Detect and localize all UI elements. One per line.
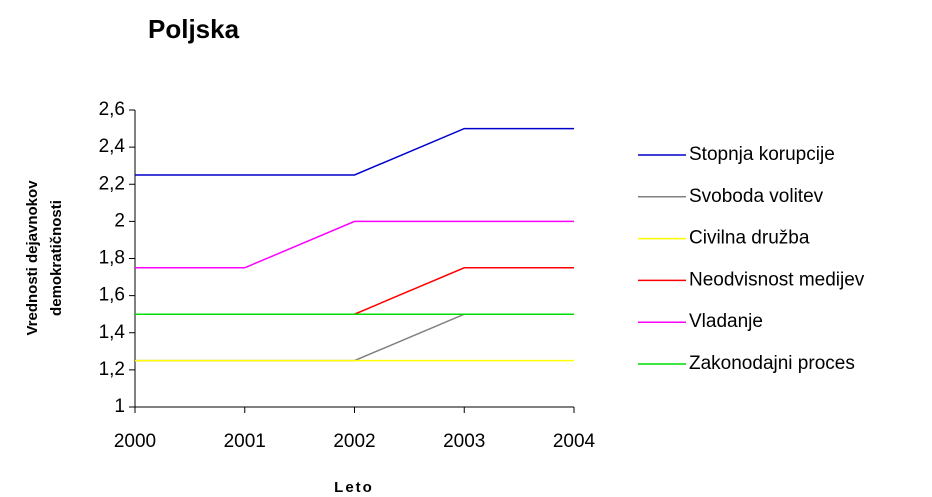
series-line xyxy=(135,220,574,269)
y-tick-label: 1,8 xyxy=(99,248,125,269)
legend-label: Zakonodajni proces xyxy=(689,353,855,374)
series-line xyxy=(135,267,574,315)
y-axis-label: Vrednosti dejavnokov xyxy=(24,180,41,336)
y-tick-label: 1,4 xyxy=(99,322,126,343)
x-tick-label: 2001 xyxy=(224,431,266,452)
x-tick-label: 2002 xyxy=(333,431,375,452)
x-tick-label: 2000 xyxy=(114,431,156,452)
y-tick-label: 1,6 xyxy=(99,285,125,306)
y-tick-label: 2,6 xyxy=(99,99,125,120)
legend-label: Neodvisnost medijev xyxy=(689,269,865,290)
y-axis-label: demokratičnosti xyxy=(48,200,65,316)
y-tick-label: 1,2 xyxy=(99,359,125,380)
y-tick-label: 2,2 xyxy=(99,173,125,194)
legend-label: Stopnja korupcije xyxy=(689,144,835,165)
legend-label: Svoboda volitev xyxy=(689,186,824,207)
x-axis-label: Leto xyxy=(334,479,374,496)
x-tick-label: 2004 xyxy=(553,431,596,452)
legend-label: Vladanje xyxy=(689,311,763,332)
series-line xyxy=(135,127,574,176)
y-tick-label: 1 xyxy=(114,396,125,417)
series-line xyxy=(135,313,574,362)
y-tick-label: 2 xyxy=(114,210,125,231)
legend-label: Civilna družba xyxy=(689,228,810,249)
x-tick-label: 2003 xyxy=(443,431,485,452)
y-tick-label: 2,4 xyxy=(99,136,126,157)
chart-title: Poljska xyxy=(148,14,240,44)
